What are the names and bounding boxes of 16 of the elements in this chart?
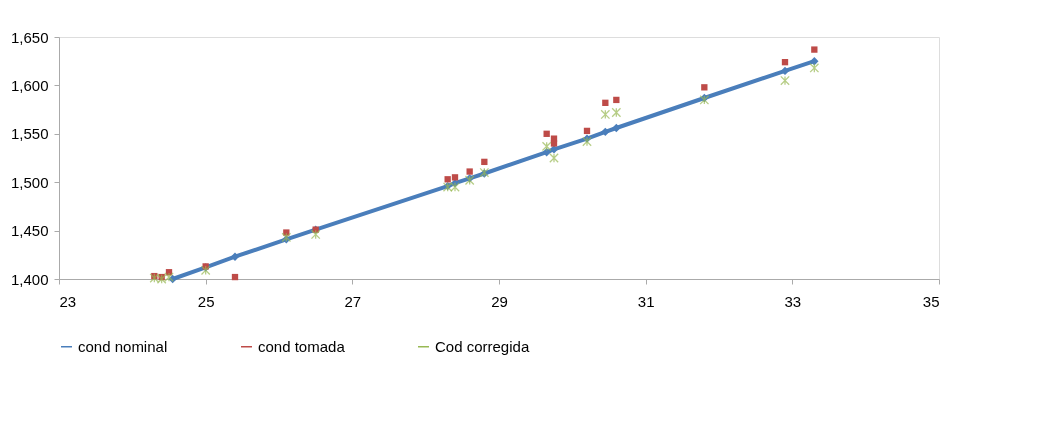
y-tick-label: 1,650 <box>10 28 49 46</box>
x-tick-label: 29 <box>491 292 508 310</box>
y-tick-label: 1,550 <box>10 125 49 143</box>
y-tick-label: 1,400 <box>10 270 49 288</box>
y-tick-label: 1,600 <box>10 76 49 94</box>
y-tick-label: 1,450 <box>10 222 49 240</box>
x-tick-label: 27 <box>344 292 362 310</box>
x-tick-label: 31 <box>637 292 655 310</box>
x-tick-label: 23 <box>59 292 77 310</box>
x-tick-label: 33 <box>784 292 802 310</box>
legend-label: Cod corregida <box>435 337 530 355</box>
x-tick-label: 35 <box>922 292 940 310</box>
legend-label: cond nominal <box>78 337 168 355</box>
legend-label: cond tomada <box>258 337 346 355</box>
y-tick-label: 1,500 <box>10 173 49 191</box>
x-tick-label: 25 <box>197 292 215 310</box>
